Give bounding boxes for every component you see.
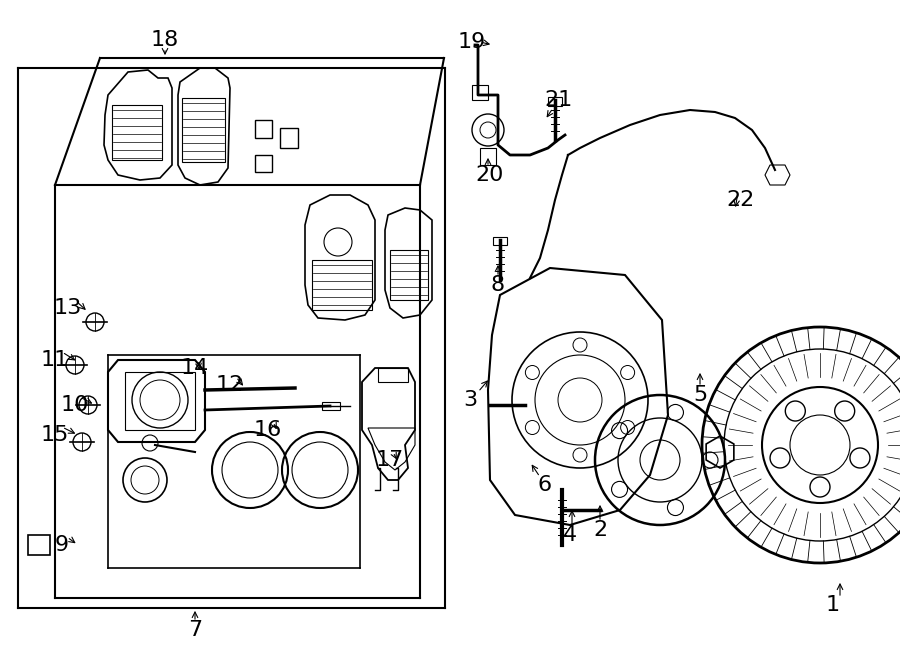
Text: 22: 22 <box>726 190 754 210</box>
Text: 16: 16 <box>254 420 282 440</box>
Text: 17: 17 <box>376 450 404 470</box>
Text: 4: 4 <box>562 525 577 545</box>
Text: 18: 18 <box>151 30 179 50</box>
Text: 15: 15 <box>40 425 69 445</box>
Text: 11: 11 <box>40 350 69 370</box>
Text: 6: 6 <box>538 475 552 495</box>
Text: 1: 1 <box>826 595 840 615</box>
Text: 19: 19 <box>458 32 486 52</box>
Text: 14: 14 <box>181 358 209 378</box>
Text: 21: 21 <box>544 90 572 110</box>
Text: 20: 20 <box>476 165 504 185</box>
Text: 8: 8 <box>491 275 505 295</box>
Text: 13: 13 <box>54 298 82 318</box>
Text: 12: 12 <box>216 375 244 395</box>
Text: 7: 7 <box>188 620 202 640</box>
Text: 3: 3 <box>463 390 477 410</box>
Text: 9: 9 <box>55 535 69 555</box>
Text: 5: 5 <box>693 385 707 405</box>
Text: 2: 2 <box>593 520 608 540</box>
Text: 10: 10 <box>61 395 89 415</box>
